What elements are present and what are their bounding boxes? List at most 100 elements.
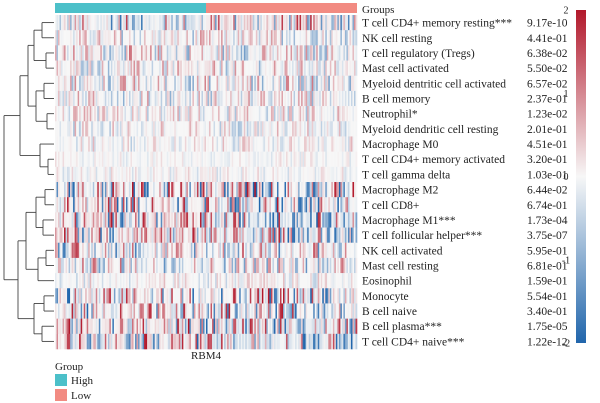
heatmap-cell [79, 151, 81, 168]
heatmap-cell [186, 288, 189, 304]
heatmap-cell [319, 106, 322, 122]
heatmap-cell [338, 318, 341, 335]
heatmap-cell [305, 15, 308, 31]
heatmap-cell [113, 15, 116, 31]
heatmap-cell [127, 257, 130, 274]
annotation-title: Groups [362, 4, 394, 16]
heatmap-cell [79, 318, 81, 335]
heatmap-cell [346, 318, 349, 335]
heatmap-cell [202, 151, 205, 168]
heatmap-cell [273, 242, 276, 259]
heatmap-cell [189, 288, 192, 304]
heatmap-cell [319, 227, 322, 244]
heatmap-cell [112, 30, 115, 46]
heatmap-cell [65, 273, 68, 289]
heatmap-cell [338, 288, 341, 304]
heatmap-cell [222, 333, 225, 350]
heatmap-cell [323, 288, 326, 304]
heatmap-cell [204, 257, 207, 274]
heatmap-cell [264, 182, 267, 198]
heatmap-cell [76, 257, 78, 274]
heatmap-cell [302, 273, 305, 289]
heatmap-cell [192, 182, 195, 198]
heatmap-cell [112, 151, 115, 168]
row-pvalue: 4.51e-01 [527, 139, 568, 151]
heatmap-cell [119, 242, 122, 259]
heatmap-cell [224, 136, 226, 152]
heatmap-cell [308, 166, 311, 183]
heatmap-cell [142, 303, 145, 319]
heatmap-cell [153, 106, 155, 122]
heatmap-cell [275, 197, 278, 213]
heatmap-cell [286, 288, 288, 304]
heatmap-cell [175, 90, 178, 107]
heatmap-cell [224, 75, 226, 92]
heatmap-cell [174, 273, 177, 289]
heatmap-cell [313, 30, 316, 46]
heatmap-cell [251, 227, 254, 244]
heatmap-cell [89, 75, 92, 92]
heatmap-cell [178, 318, 181, 335]
heatmap-cell [56, 212, 59, 228]
heatmap-cell [308, 212, 311, 228]
heatmap-cell [292, 318, 294, 335]
heatmap-cell [94, 166, 97, 183]
heatmap-cell [267, 30, 270, 46]
heatmap-cell [237, 75, 240, 92]
heatmap-cell [180, 227, 183, 244]
heatmap-cell [228, 303, 231, 319]
heatmap-cell [193, 288, 196, 304]
heatmap-cell [201, 242, 204, 259]
heatmap-cell [246, 166, 249, 183]
heatmap-cell [103, 30, 106, 46]
heatmap-cell [101, 166, 104, 183]
heatmap-cell [148, 90, 151, 107]
heatmap-cell [293, 288, 296, 304]
heatmap-cell [344, 273, 347, 289]
heatmap-cell [221, 333, 223, 350]
heatmap-cell [198, 75, 201, 92]
heatmap-cell [86, 90, 89, 107]
heatmap-cell [350, 242, 353, 259]
heatmap-cell [201, 45, 204, 61]
heatmap-cell [290, 106, 293, 122]
heatmap-cell [292, 15, 294, 31]
heatmap-cell [293, 166, 296, 183]
heatmap-cell [329, 197, 332, 213]
heatmap-cell [286, 15, 288, 31]
heatmap-cell [124, 333, 127, 350]
heatmap-cell [257, 136, 260, 152]
heatmap-cell [329, 303, 332, 319]
heatmap-cell [89, 106, 92, 122]
heatmap-cell [175, 273, 178, 289]
heatmap-cell [151, 106, 154, 122]
heatmap-cell [254, 273, 257, 289]
heatmap-cell [56, 318, 59, 335]
heatmap-cell [343, 318, 346, 335]
heatmap-cell [249, 45, 252, 61]
heatmap-cell [110, 90, 113, 107]
heatmap-cell [89, 90, 92, 107]
heatmap-cell [109, 333, 112, 350]
heatmap-cell [239, 182, 242, 198]
heatmap-cell [344, 45, 347, 61]
heatmap-cell [165, 136, 168, 152]
heatmap-cell [343, 197, 346, 213]
heatmap-cell [100, 227, 103, 244]
heatmap-cell [355, 151, 358, 168]
heatmap-cell [157, 136, 160, 152]
row-label: Mast cell activated [362, 63, 449, 75]
heatmap-cell [142, 75, 145, 92]
heatmap-cell [119, 151, 122, 168]
heatmap-cell [218, 60, 220, 77]
heatmap-cell [340, 75, 343, 92]
heatmap-cell [325, 166, 328, 183]
heatmap-cell [255, 90, 258, 107]
heatmap-cell [225, 318, 228, 335]
heatmap-cell [196, 30, 199, 46]
heatmap-cell [65, 90, 68, 107]
heatmap-cell [221, 151, 223, 168]
heatmap-cell [73, 30, 75, 46]
heatmap-cell [246, 288, 249, 304]
heatmap-cell [162, 136, 165, 152]
